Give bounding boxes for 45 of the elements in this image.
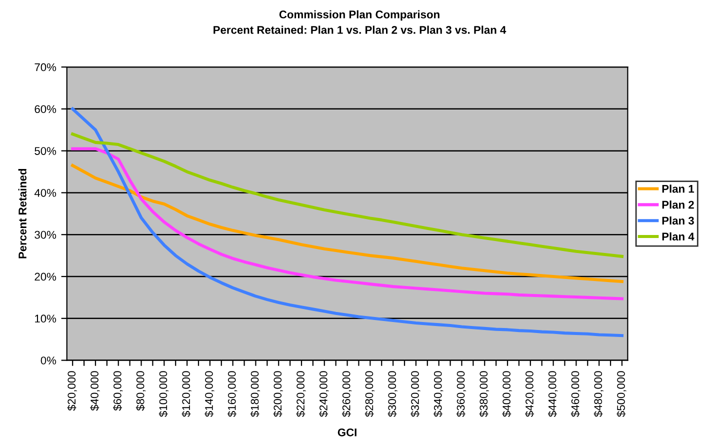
x-tick-label: $60,000 [113, 371, 123, 411]
x-tick-label: $420,000 [525, 371, 535, 417]
chart-title: Commission Plan Comparison [279, 10, 440, 21]
x-tick-label: $280,000 [364, 371, 374, 417]
legend-label: Plan 2 [662, 200, 694, 209]
x-tick-label: $200,000 [273, 371, 283, 417]
y-tick-label: 60% [34, 105, 56, 114]
x-tick-label: $440,000 [548, 371, 558, 417]
line-series [71, 107, 624, 338]
x-tick-label: $300,000 [388, 371, 398, 417]
x-tick-label: $20,000 [67, 371, 77, 411]
x-tick-label: $80,000 [136, 371, 146, 411]
legend-label: Plan 4 [662, 232, 694, 241]
x-tick-label: $40,000 [90, 371, 100, 411]
y-tick-label: 50% [34, 147, 56, 155]
chart-subtitle: Percent Retained: Plan 1 vs. Plan 2 vs. Plan 3 vs. Plan 4 [214, 26, 506, 34]
x-tick-label: $220,000 [296, 371, 306, 417]
x-tick-label: $120,000 [182, 371, 192, 417]
x-tick-label: $160,000 [227, 371, 238, 417]
y-tick-label: 10% [35, 314, 56, 323]
legend-label: Plan 3 [662, 216, 694, 225]
line-series [71, 164, 624, 284]
x-tick-label: $480,000 [594, 371, 604, 417]
x-tick-label: $500,000 [616, 371, 626, 417]
y-tick-label: 30% [34, 230, 56, 239]
line-series [71, 147, 624, 300]
x-tick-label: $140,000 [204, 371, 214, 417]
x-tick-label: $340,000 [433, 371, 444, 417]
x-tick-label: $460,000 [570, 371, 580, 417]
legend-label: Plan 1 [662, 184, 694, 193]
y-tick-label: 0% [40, 356, 56, 364]
x-tick-label: $100,000 [158, 371, 168, 417]
y-tick-label: 70% [34, 63, 56, 72]
x-axis-title: GCI [338, 428, 356, 436]
x-tick-label: $320,000 [410, 371, 420, 417]
x-tick-label: $240,000 [319, 371, 329, 417]
x-tick-label: $400,000 [502, 371, 512, 417]
y-axis-title: Percent Retained [18, 169, 26, 258]
x-tick-label: $380,000 [479, 371, 489, 417]
y-tick-label: 20% [34, 272, 56, 281]
line-series [71, 132, 624, 258]
x-tick-label: $360,000 [456, 371, 466, 417]
y-tick-label: 40% [34, 188, 56, 197]
x-tick-label: $180,000 [250, 371, 260, 417]
x-tick-label: $260,000 [342, 371, 352, 417]
